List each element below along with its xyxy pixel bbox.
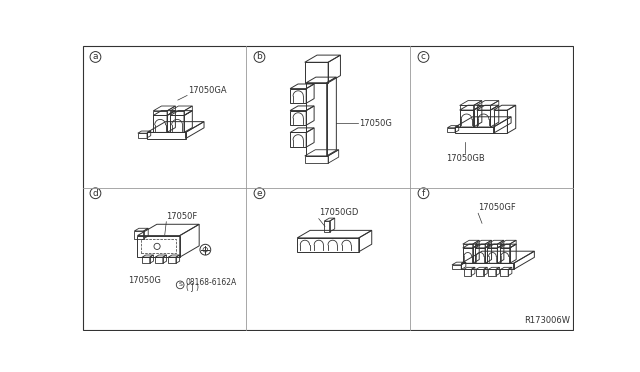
Text: 17050GF: 17050GF — [478, 203, 516, 212]
Text: c: c — [421, 52, 426, 61]
Text: f: f — [422, 189, 425, 198]
Text: 17050GD: 17050GD — [319, 208, 358, 217]
Text: 17050F: 17050F — [166, 212, 198, 221]
Text: e: e — [257, 189, 262, 198]
Text: 17050GB: 17050GB — [445, 154, 484, 163]
Text: 08168-6162A: 08168-6162A — [186, 278, 237, 287]
Text: ( J ): ( J ) — [186, 283, 198, 292]
Text: 17050G: 17050G — [359, 119, 392, 128]
Text: 17050G: 17050G — [128, 276, 161, 285]
Text: a: a — [93, 52, 98, 61]
Text: S: S — [178, 282, 182, 288]
Text: R173006W: R173006W — [524, 316, 570, 325]
Text: d: d — [93, 189, 99, 198]
Text: b: b — [257, 52, 262, 61]
Text: 17050GA: 17050GA — [188, 86, 227, 95]
